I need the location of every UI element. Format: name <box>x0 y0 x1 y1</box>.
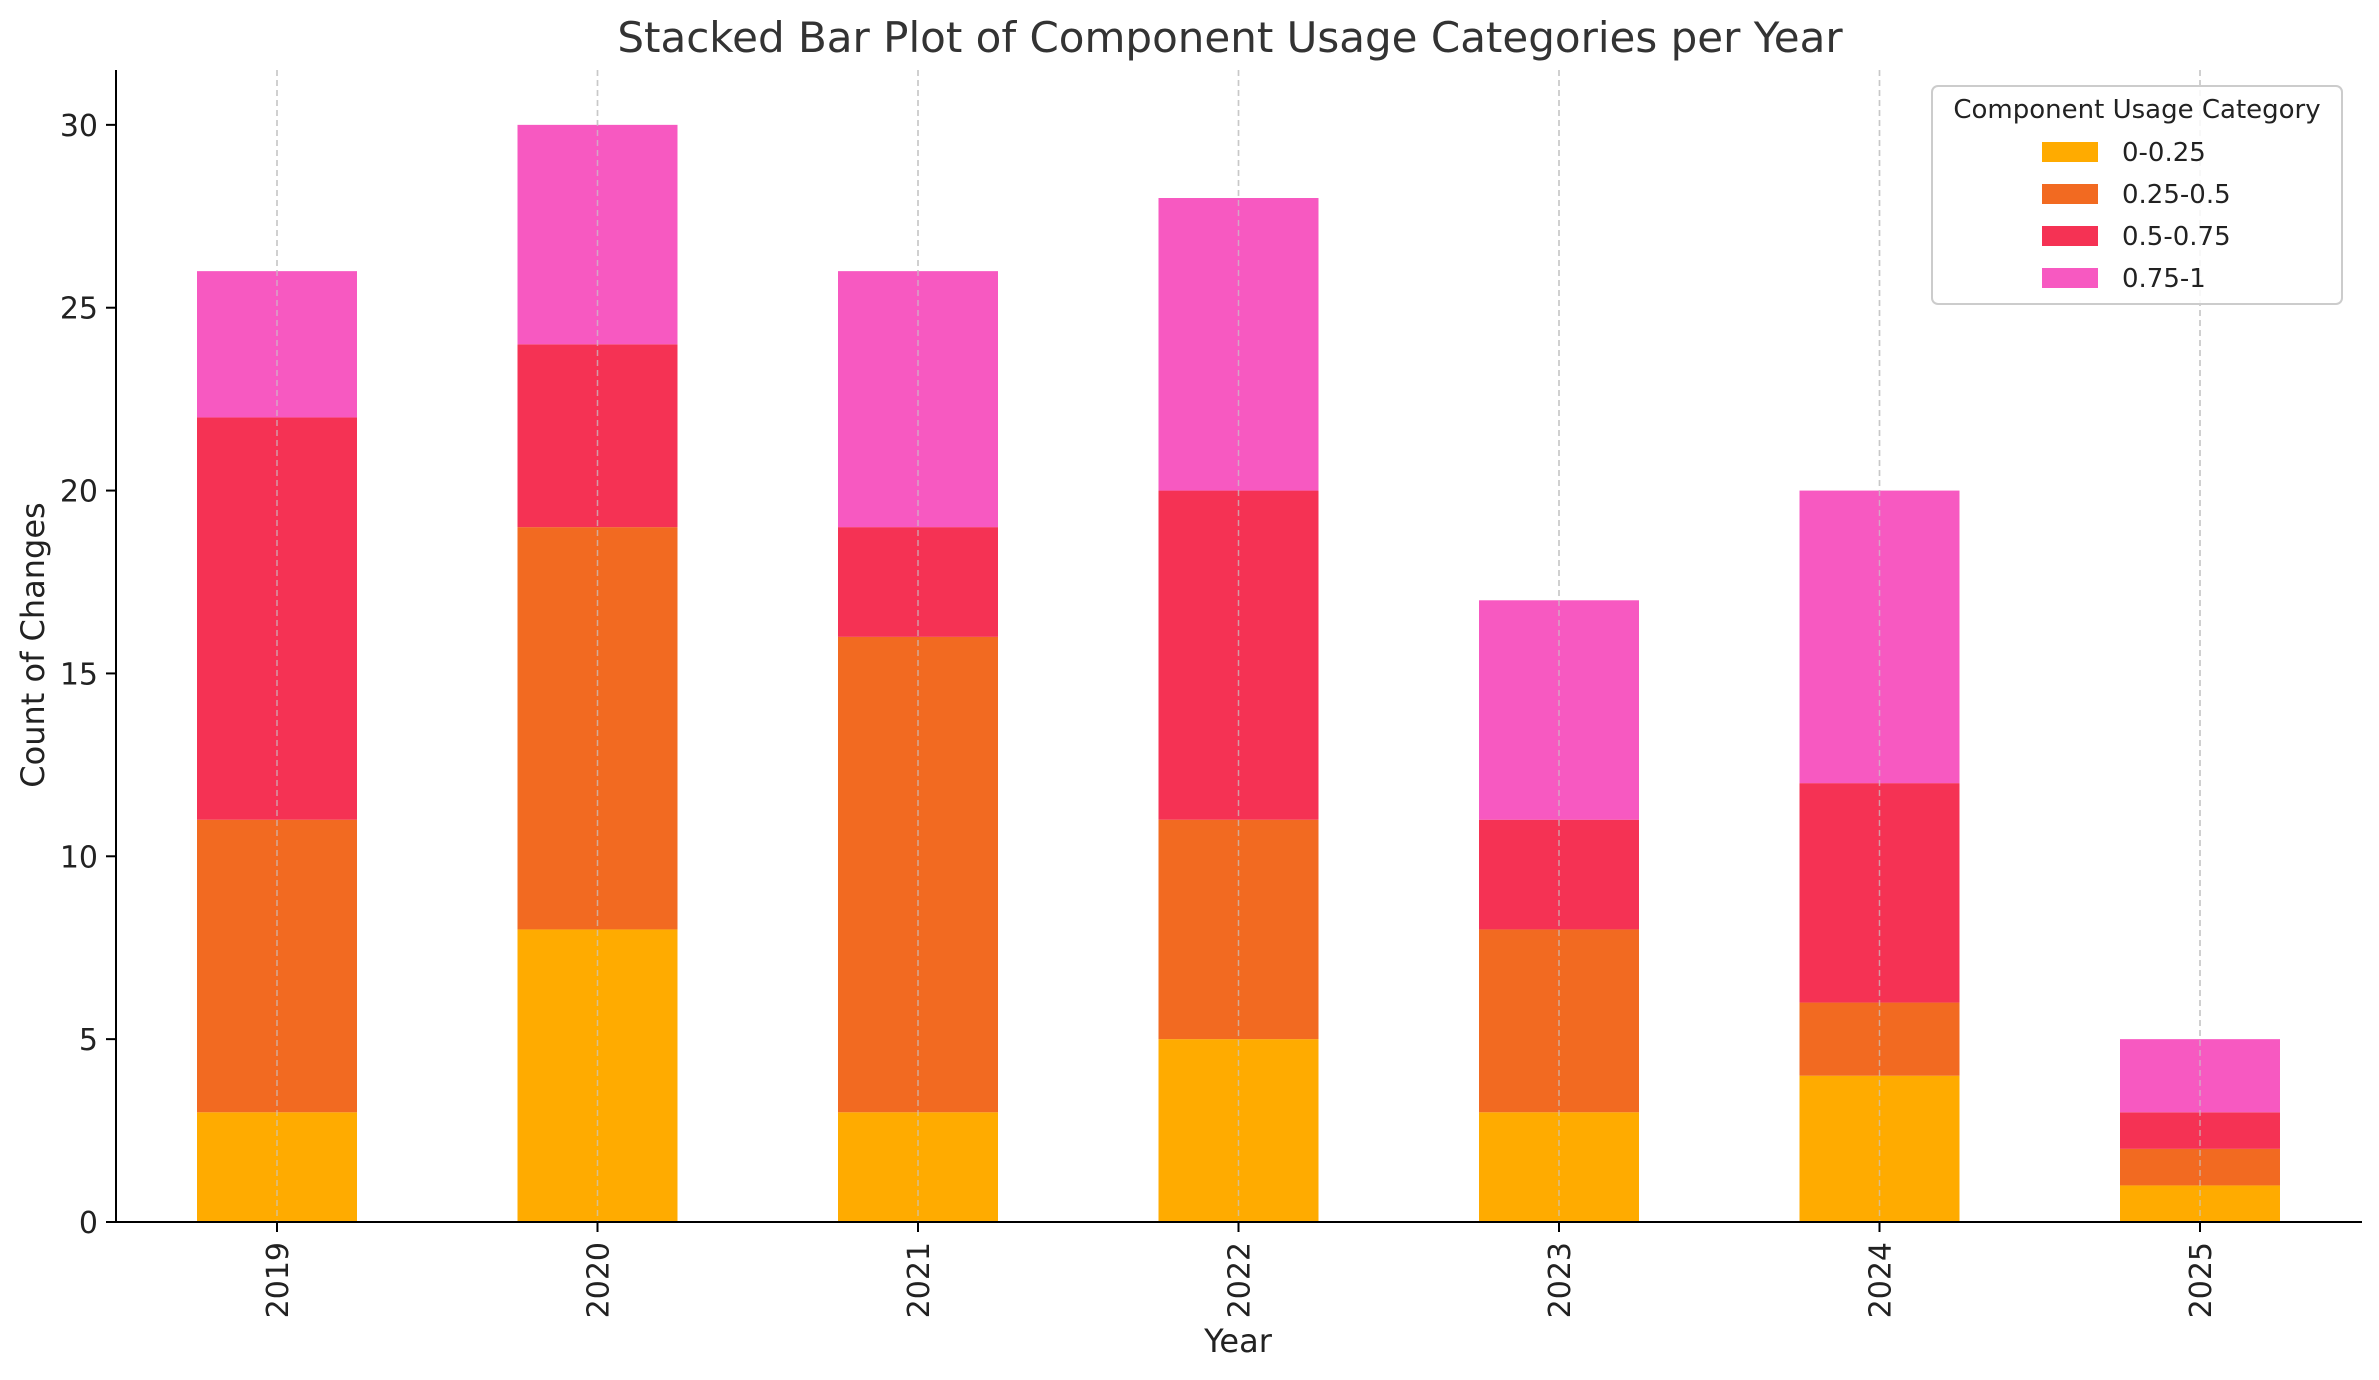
y-tick-label-25: 25 <box>60 292 98 327</box>
x-tick-label-2020: 2020 <box>582 1242 617 1318</box>
x-tick-label-2022: 2022 <box>1223 1242 1258 1318</box>
legend-title: Component Usage Category <box>1953 95 2320 125</box>
bar-2021-series-4 <box>838 271 998 528</box>
x-tick-label-2024: 2024 <box>1864 1242 1899 1318</box>
legend: Component Usage Category 0-0.25 0.25-0.5 0.… <box>1931 85 2343 305</box>
legend-swatch-4 <box>2042 268 2098 288</box>
legend-label-3: 0.5-0.75 <box>2122 222 2231 252</box>
legend-label-2: 0.25-0.5 <box>2122 180 2231 210</box>
x-tick-label-2021: 2021 <box>902 1242 937 1318</box>
legend-label-4: 0.75-1 <box>2122 264 2206 294</box>
legend-label-1: 0-0.25 <box>2122 138 2206 168</box>
x-tick-label-2019: 2019 <box>261 1242 296 1318</box>
x-axis-label: Year <box>1203 1322 1273 1360</box>
chart-title: Stacked Bar Plot of Component Usage Cate… <box>617 13 1843 62</box>
x-tick-label-2025: 2025 <box>2184 1242 2219 1318</box>
x-tick-label-2023: 2023 <box>1543 1242 1578 1318</box>
legend-box <box>1931 85 2343 305</box>
y-tick-label-30: 30 <box>60 109 98 144</box>
bar-2019-series-3 <box>197 417 357 820</box>
y-tick-label-0: 0 <box>79 1206 98 1241</box>
axes <box>106 70 2362 1232</box>
y-tick-label-15: 15 <box>60 657 98 692</box>
bar-2020-series-2 <box>517 527 678 930</box>
y-axis-label: Count of Changes <box>14 502 52 787</box>
y-tick-label-10: 10 <box>60 840 98 875</box>
legend-swatch-1 <box>2042 142 2098 162</box>
y-tick-label-20: 20 <box>60 475 98 510</box>
legend-swatch-2 <box>2042 184 2098 204</box>
legend-swatch-3 <box>2042 226 2098 246</box>
bars <box>197 70 2280 1222</box>
y-tick-label-5: 5 <box>79 1023 98 1058</box>
